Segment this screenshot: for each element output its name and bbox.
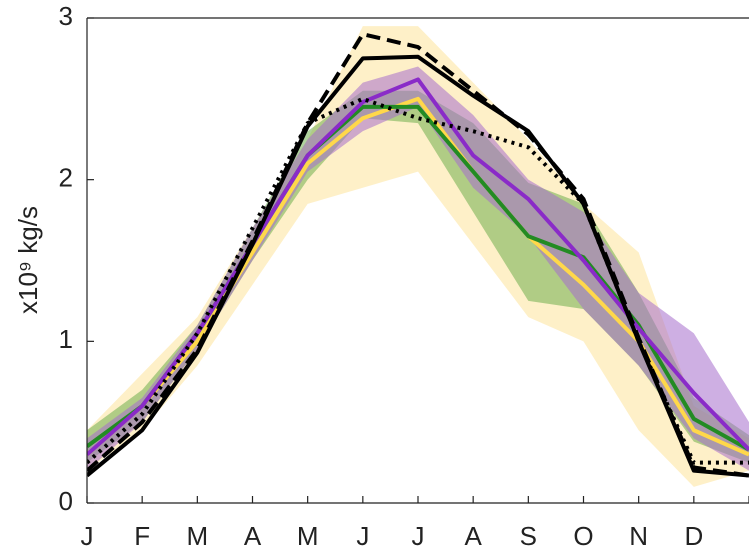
y-tick-label: 1: [59, 324, 73, 354]
y-tick-label: 2: [59, 163, 73, 193]
y-axis-label: x10⁹ kg/s: [13, 206, 43, 314]
x-tick-label: J: [412, 521, 425, 551]
y-tick-label: 0: [59, 486, 73, 516]
x-tick-label: M: [297, 521, 319, 551]
x-tick-label: A: [464, 521, 482, 551]
x-tick-label: A: [244, 521, 262, 551]
x-tick-label: J: [81, 521, 94, 551]
series-line: [87, 77, 749, 457]
series-line: [87, 54, 749, 478]
x-tick-label: M: [186, 521, 208, 551]
x-tick-label: S: [520, 521, 537, 551]
x-tick-label: N: [629, 521, 648, 551]
x-tick-label: F: [134, 521, 150, 551]
x-tick-label: O: [573, 521, 593, 551]
x-tick-label: J: [356, 521, 369, 551]
y-tick-label: 3: [59, 1, 73, 31]
x-tick-label: D: [684, 521, 703, 551]
plot-area: [87, 26, 749, 487]
uncertainty-band: [87, 66, 749, 471]
